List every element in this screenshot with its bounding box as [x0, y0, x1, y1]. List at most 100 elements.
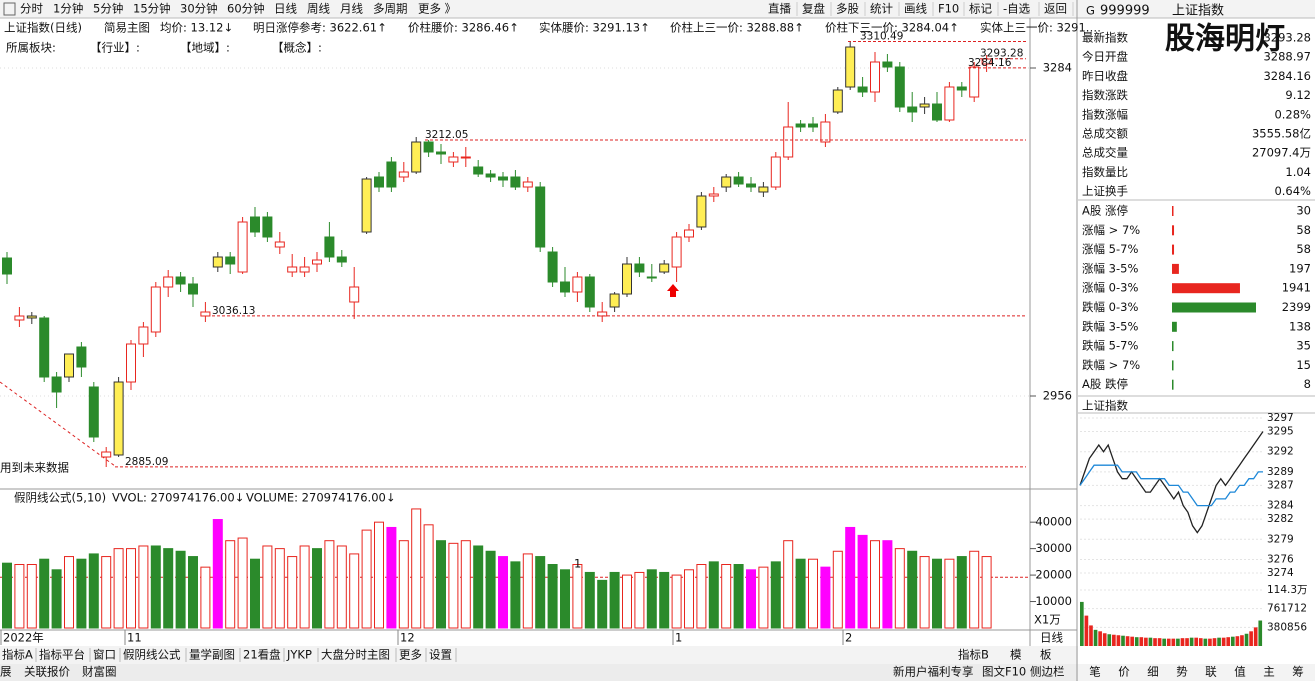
candle-body: [51, 376, 62, 393]
info-item: 均价: 13.12↓: [160, 21, 233, 35]
status-item[interactable]: 财富圈: [82, 665, 117, 679]
candle-body: [26, 315, 37, 319]
candle-body: [919, 103, 930, 108]
date-label: 11: [127, 631, 142, 645]
y-tick-label: 761712: [1267, 603, 1307, 615]
status-item[interactable]: 新用户福利专享: [893, 665, 974, 679]
candle-body: [473, 166, 484, 175]
tool-button[interactable]: 标记: [969, 2, 992, 16]
indicator-tab[interactable]: 假阴线公式: [123, 648, 181, 662]
breadth-label: 跌幅 > 7%: [1082, 358, 1140, 372]
indicator-tab[interactable]: 指标B: [958, 648, 989, 662]
candle-body: [14, 315, 25, 321]
period-tab[interactable]: 1分钟: [53, 2, 83, 16]
intraday-volume: [1139, 637, 1144, 646]
indicator-tab[interactable]: 设置: [429, 648, 452, 662]
candle-body: [76, 346, 87, 368]
indicator-tab[interactable]: 量学副图: [189, 648, 235, 662]
tool-button[interactable]: 复盘: [802, 2, 825, 16]
tabs-bg: [0, 646, 1078, 664]
period-tab[interactable]: 60分钟: [227, 2, 265, 16]
volume-bar: [510, 561, 521, 629]
breadth-bar: [1172, 360, 1174, 371]
period-tab[interactable]: 周线: [307, 2, 330, 16]
tool-button[interactable]: F10: [938, 2, 959, 16]
indicator-tab[interactable]: JYKP: [286, 648, 312, 662]
volume-bar: [200, 566, 211, 629]
side-tab[interactable]: 主: [1263, 665, 1275, 679]
candle-body: [398, 171, 409, 178]
volume-bar: [76, 558, 87, 629]
period-tab[interactable]: 分时: [20, 2, 43, 16]
volume-bar: [175, 550, 186, 629]
volume-bar: [733, 564, 744, 629]
period-tab[interactable]: 30分钟: [180, 2, 218, 16]
candle-body: [336, 256, 347, 263]
tool-button[interactable]: 返回: [1044, 2, 1067, 16]
side-tab[interactable]: 联: [1205, 665, 1217, 679]
y-tick-label: 3282: [1267, 513, 1294, 525]
volume-bar: [882, 540, 893, 629]
period-tab[interactable]: 月线: [340, 2, 363, 16]
side-tab[interactable]: 筹: [1292, 665, 1304, 679]
mini-title: 上证指数: [1082, 399, 1128, 413]
indicator-tab[interactable]: 21看盘: [243, 648, 281, 662]
volume-bar: [113, 548, 124, 629]
quote-label: 指数涨跌: [1082, 88, 1128, 102]
side-tab[interactable]: 细: [1147, 665, 1159, 679]
y-tick-label: 3279: [1267, 533, 1294, 545]
tool-button[interactable]: 画线: [904, 2, 927, 16]
breadth-bar: [1172, 379, 1174, 390]
volume-bar: [250, 558, 260, 629]
candle-body: [808, 123, 818, 128]
status-item[interactable]: 展: [0, 665, 12, 679]
status-item[interactable]: 图文F10: [982, 665, 1026, 679]
indicator-tab[interactable]: 更多: [399, 648, 422, 662]
volume-bar: [448, 542, 459, 629]
volume-bar: [535, 556, 546, 629]
volume-bar: [498, 556, 508, 629]
status-item[interactable]: 关联报价: [24, 665, 70, 679]
indicator-tab[interactable]: 指标平台: [39, 648, 85, 662]
quote-label: 总成交量: [1082, 146, 1128, 160]
side-tab[interactable]: 价: [1118, 665, 1130, 679]
candle-body: [312, 259, 322, 265]
indicator-tab[interactable]: 指标A: [2, 648, 33, 662]
breadth-label: 涨幅 > 7%: [1082, 223, 1140, 237]
info-item: 价柱腰价: 3286.46↑: [408, 21, 519, 35]
y-tick-label: 3287: [1267, 479, 1294, 491]
tool-button[interactable]: 直播: [768, 2, 791, 16]
side-tab[interactable]: 笔: [1089, 665, 1101, 679]
indicator-tab[interactable]: 模: [1010, 648, 1022, 662]
period-tab[interactable]: 5分钟: [93, 2, 123, 16]
side-tab[interactable]: 值: [1234, 665, 1246, 679]
volume-bar: [212, 519, 223, 629]
breadth-label: 跌幅 0-3%: [1082, 300, 1138, 314]
indicator-tab[interactable]: 大盘分时主图: [321, 648, 390, 662]
period-tab[interactable]: 多周期: [373, 2, 408, 16]
period-tab[interactable]: 日线: [274, 2, 297, 16]
candle-body: [423, 141, 434, 153]
icon[interactable]: [3, 2, 16, 16]
indicator-tab[interactable]: 板: [1040, 648, 1052, 662]
side-tab[interactable]: 势: [1176, 665, 1188, 679]
quote-value: 9.12: [1285, 88, 1311, 102]
candle-body: [956, 86, 967, 91]
tool-button[interactable]: 统计: [870, 2, 893, 16]
candle-body: [646, 276, 657, 279]
tool-button[interactable]: -自选: [1003, 2, 1031, 16]
intraday-volume: [1217, 637, 1221, 646]
period-tab[interactable]: 更多 》: [418, 2, 456, 16]
volume-bar: [386, 526, 397, 629]
intraday-volume: [1121, 635, 1125, 646]
quote-value: 27097.4万: [1252, 146, 1311, 160]
candle-body: [361, 178, 372, 233]
period-tab[interactable]: 15分钟: [133, 2, 171, 16]
y-tick-label: 3292: [1267, 446, 1294, 458]
quote-value: 1.04: [1285, 165, 1311, 179]
indicator-tab[interactable]: 窗口: [93, 648, 116, 662]
volume-bar: [770, 561, 781, 629]
intraday-line: [1079, 464, 1263, 507]
status-item[interactable]: 侧边栏: [1030, 665, 1065, 679]
tool-button[interactable]: 多股: [836, 2, 859, 16]
